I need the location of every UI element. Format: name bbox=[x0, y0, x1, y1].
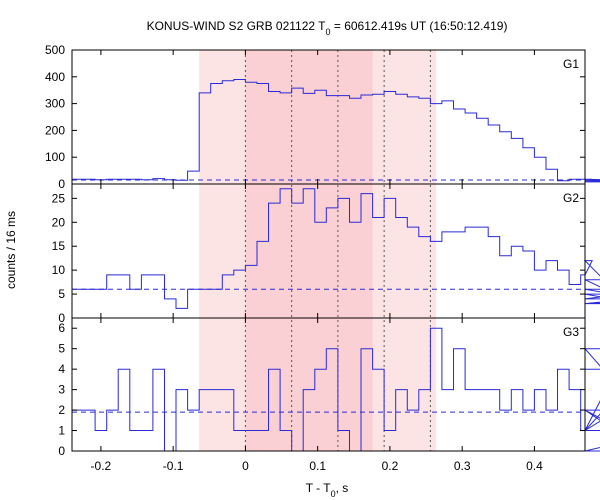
x-tick-label: 0.3 bbox=[454, 459, 471, 473]
shaded-region-2 bbox=[245, 50, 373, 451]
x-tick-label: -0.2 bbox=[91, 459, 112, 473]
panel-label-g1: G1 bbox=[563, 57, 579, 71]
y-tick-label: 20 bbox=[52, 215, 66, 229]
y-tick-label: 300 bbox=[45, 97, 65, 111]
y-tick-label: 5 bbox=[58, 287, 65, 301]
lightcurve-g1 bbox=[72, 79, 600, 183]
lightcurve-g3 bbox=[72, 327, 600, 452]
panel-g1: 0 100 200 300 400 500 G1 bbox=[45, 43, 600, 191]
y-tick-label: 500 bbox=[45, 43, 65, 57]
y-tick-label: 0 bbox=[58, 444, 65, 458]
y-tick-label: 3 bbox=[58, 383, 65, 397]
lightcurve-g2 bbox=[72, 188, 600, 309]
x-axis-label: T - T0, s bbox=[306, 481, 349, 499]
x-tick-label: 0 bbox=[242, 459, 249, 473]
panel-frame-g3 bbox=[71, 317, 586, 452]
panel-g3: 0 1 2 3 4 5 6 G3 bbox=[58, 317, 600, 458]
y-tick-label: 100 bbox=[45, 150, 65, 164]
y-tick-label: 10 bbox=[52, 263, 66, 277]
y-axis-label: counts / 16 ms bbox=[4, 211, 18, 289]
y-tick-label: 6 bbox=[58, 321, 65, 335]
y-tick-label: 4 bbox=[58, 362, 65, 376]
panel-label-g2: G2 bbox=[563, 191, 579, 205]
y-tick-label: 400 bbox=[45, 70, 65, 84]
panel-label-g3: G3 bbox=[563, 325, 579, 339]
x-tick-label: -0.1 bbox=[163, 459, 184, 473]
y-tick-label: 5 bbox=[58, 342, 65, 356]
x-tick-label: 0.2 bbox=[382, 459, 399, 473]
y-tick-label: 0 bbox=[58, 311, 65, 325]
panel-g2: 0 5 10 15 20 25 G2 bbox=[52, 183, 600, 325]
y-tick-label: 1 bbox=[58, 424, 65, 438]
x-tick-label: 0.4 bbox=[526, 459, 543, 473]
y-tick-label: 15 bbox=[52, 239, 66, 253]
x-tick-label: 0.1 bbox=[309, 459, 326, 473]
chart-title: KONUS-WIND S2 GRB 021122 T0 = 60612.419s… bbox=[147, 19, 508, 37]
interval-lines bbox=[244, 50, 431, 451]
y-tick-label: 0 bbox=[58, 177, 65, 191]
y-tick-label: 200 bbox=[45, 123, 65, 137]
y-tick-label: 2 bbox=[58, 403, 65, 417]
panels: 0 100 200 300 400 500 G1 0 5 10 15 20 25 G2 0 1 2 3 4 5 6 G3 bbox=[45, 43, 600, 458]
y-tick-label: 25 bbox=[52, 191, 66, 205]
x-axis: -0.2 -0.1 0 0.1 0.2 0.3 0.4 bbox=[91, 459, 544, 473]
shaded-regions bbox=[199, 50, 437, 451]
